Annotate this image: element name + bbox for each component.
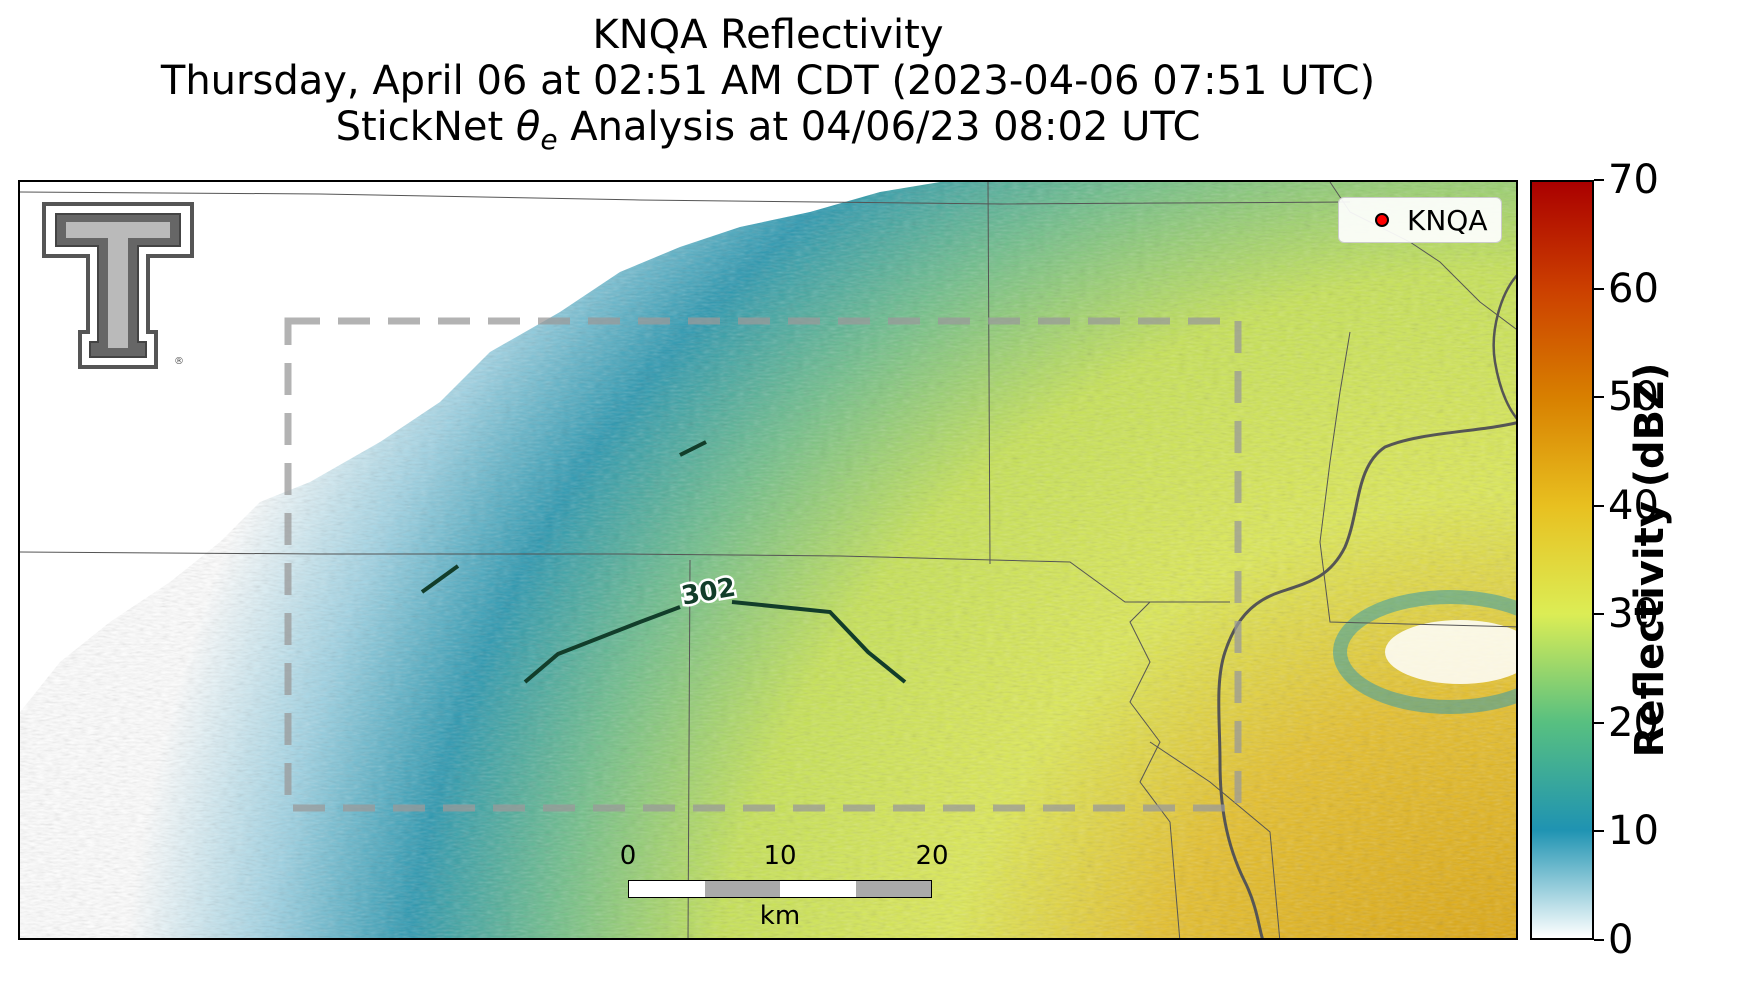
colorbar-tick-label: 40 bbox=[1608, 482, 1659, 529]
scale-segments bbox=[628, 880, 932, 898]
analysis-domain-box bbox=[284, 317, 1242, 812]
scale-tick-0: 0 bbox=[619, 841, 637, 871]
title-block: KNQA Reflectivity Thursday, April 06 at … bbox=[18, 12, 1518, 163]
theta-subscript: e bbox=[540, 123, 558, 156]
colorbar-tick-mark bbox=[1594, 721, 1604, 724]
scale-unit: km bbox=[759, 901, 801, 931]
state-boundary bbox=[1217, 421, 1516, 938]
radar-map-svg: 302 ® bbox=[20, 182, 1516, 938]
colorbar-title: Reflectivity (dBZ) bbox=[1627, 362, 1673, 758]
legend-label: KNQA bbox=[1407, 204, 1488, 237]
colorbar-tick-label: 30 bbox=[1608, 591, 1659, 638]
scale-segment bbox=[780, 881, 856, 897]
colorbar-tick-label: 20 bbox=[1608, 699, 1659, 746]
colorbar-tick-label: 0 bbox=[1608, 917, 1634, 963]
map-legend: KNQA bbox=[1338, 197, 1502, 243]
theta-symbol: θ bbox=[515, 104, 541, 150]
colorbar-tick-mark bbox=[1594, 287, 1604, 290]
scale-segment bbox=[855, 881, 931, 897]
title-line-1: KNQA Reflectivity bbox=[592, 12, 944, 58]
scale-segment bbox=[629, 881, 705, 897]
scale-segment bbox=[704, 881, 780, 897]
colorbar-tick-label: 50 bbox=[1608, 374, 1659, 421]
reflectivity-field bbox=[20, 182, 1516, 938]
title-line-3-prefix: StickNet bbox=[335, 104, 516, 150]
title-line-2: Thursday, April 06 at 02:51 AM CDT (2023… bbox=[160, 58, 1376, 104]
colorbar-tick-mark bbox=[1594, 396, 1604, 399]
colorbar-tick-label: 70 bbox=[1608, 157, 1659, 203]
title-line-3: StickNet θe Analysis at 04/06/23 08:02 U… bbox=[18, 104, 1518, 163]
theta-e-contours bbox=[420, 440, 907, 684]
scale-tick-20: 20 bbox=[915, 841, 949, 871]
scale-bar: 0 10 20 km bbox=[590, 841, 949, 932]
svg-text:®: ® bbox=[174, 356, 184, 367]
colorbar-tick-mark bbox=[1594, 179, 1604, 181]
low-echo-hole bbox=[1385, 620, 1516, 684]
colorbar-tick-mark bbox=[1594, 613, 1604, 616]
colorbar-tick-label: 60 bbox=[1608, 265, 1659, 312]
colorbar-tick-mark bbox=[1594, 939, 1604, 941]
low-echo-ring bbox=[1333, 590, 1516, 714]
colorbar-tick-mark bbox=[1594, 830, 1604, 833]
colorbar bbox=[1530, 180, 1594, 940]
scale-tick-10: 10 bbox=[763, 841, 797, 871]
double-t-logo-icon: ® bbox=[42, 202, 194, 369]
state-boundary-north bbox=[1492, 274, 1516, 420]
colorbar-tick-mark bbox=[1594, 504, 1604, 507]
radar-site-marker-icon bbox=[1375, 213, 1389, 227]
title-line-3-suffix: Analysis at 04/06/23 08:02 UTC bbox=[557, 104, 1201, 150]
radar-map[interactable]: 302 ® KNQA 0 10 20 km bbox=[18, 180, 1518, 940]
colorbar-tick-label: 10 bbox=[1608, 808, 1659, 855]
